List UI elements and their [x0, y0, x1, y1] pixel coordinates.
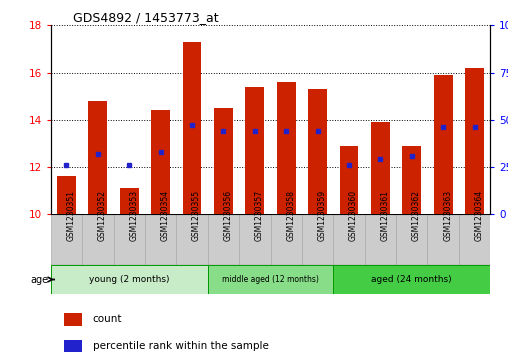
Bar: [277, 82, 296, 214]
Bar: [308, 89, 327, 214]
Text: GSM1230364: GSM1230364: [474, 190, 484, 241]
Text: GSM1230352: GSM1230352: [98, 190, 107, 241]
Bar: [88, 101, 107, 214]
Bar: [82, 214, 114, 265]
Text: GSM1230362: GSM1230362: [412, 190, 421, 241]
Text: GSM1230353: GSM1230353: [129, 190, 138, 241]
Bar: [51, 214, 82, 265]
Bar: [239, 214, 270, 265]
Bar: [114, 214, 145, 265]
Text: percentile rank within the sample: percentile rank within the sample: [92, 341, 268, 351]
Bar: [333, 265, 490, 294]
Bar: [57, 176, 76, 214]
Text: GSM1230357: GSM1230357: [255, 190, 264, 241]
Bar: [145, 214, 176, 265]
Text: GSM1230361: GSM1230361: [380, 190, 389, 241]
Bar: [371, 122, 390, 214]
Bar: [64, 340, 82, 352]
Text: GSM1230363: GSM1230363: [443, 190, 452, 241]
Bar: [270, 214, 302, 265]
Bar: [465, 68, 484, 214]
Bar: [434, 75, 453, 214]
Bar: [402, 146, 421, 214]
Bar: [396, 214, 427, 265]
Bar: [208, 265, 333, 294]
Bar: [208, 214, 239, 265]
Text: age: age: [30, 274, 48, 285]
Text: middle aged (12 months): middle aged (12 months): [222, 275, 319, 284]
Bar: [64, 313, 82, 326]
Bar: [459, 214, 490, 265]
Bar: [176, 214, 208, 265]
Bar: [245, 87, 264, 214]
Bar: [120, 188, 139, 214]
Bar: [302, 214, 333, 265]
Bar: [214, 108, 233, 214]
Text: GSM1230360: GSM1230360: [349, 190, 358, 241]
Bar: [427, 214, 459, 265]
Text: aged (24 months): aged (24 months): [371, 275, 452, 284]
Text: GSM1230356: GSM1230356: [224, 190, 233, 241]
Bar: [51, 265, 208, 294]
Bar: [182, 42, 202, 214]
Text: GSM1230355: GSM1230355: [192, 190, 201, 241]
Bar: [151, 110, 170, 214]
Text: count: count: [92, 314, 122, 324]
Text: GSM1230351: GSM1230351: [67, 190, 76, 241]
Bar: [365, 214, 396, 265]
Text: young (2 months): young (2 months): [89, 275, 170, 284]
Text: GSM1230358: GSM1230358: [286, 190, 295, 241]
Bar: [339, 146, 358, 214]
Bar: [333, 214, 365, 265]
Text: GSM1230359: GSM1230359: [318, 190, 327, 241]
Text: GSM1230354: GSM1230354: [161, 190, 170, 241]
Text: GDS4892 / 1453773_at: GDS4892 / 1453773_at: [73, 11, 218, 24]
